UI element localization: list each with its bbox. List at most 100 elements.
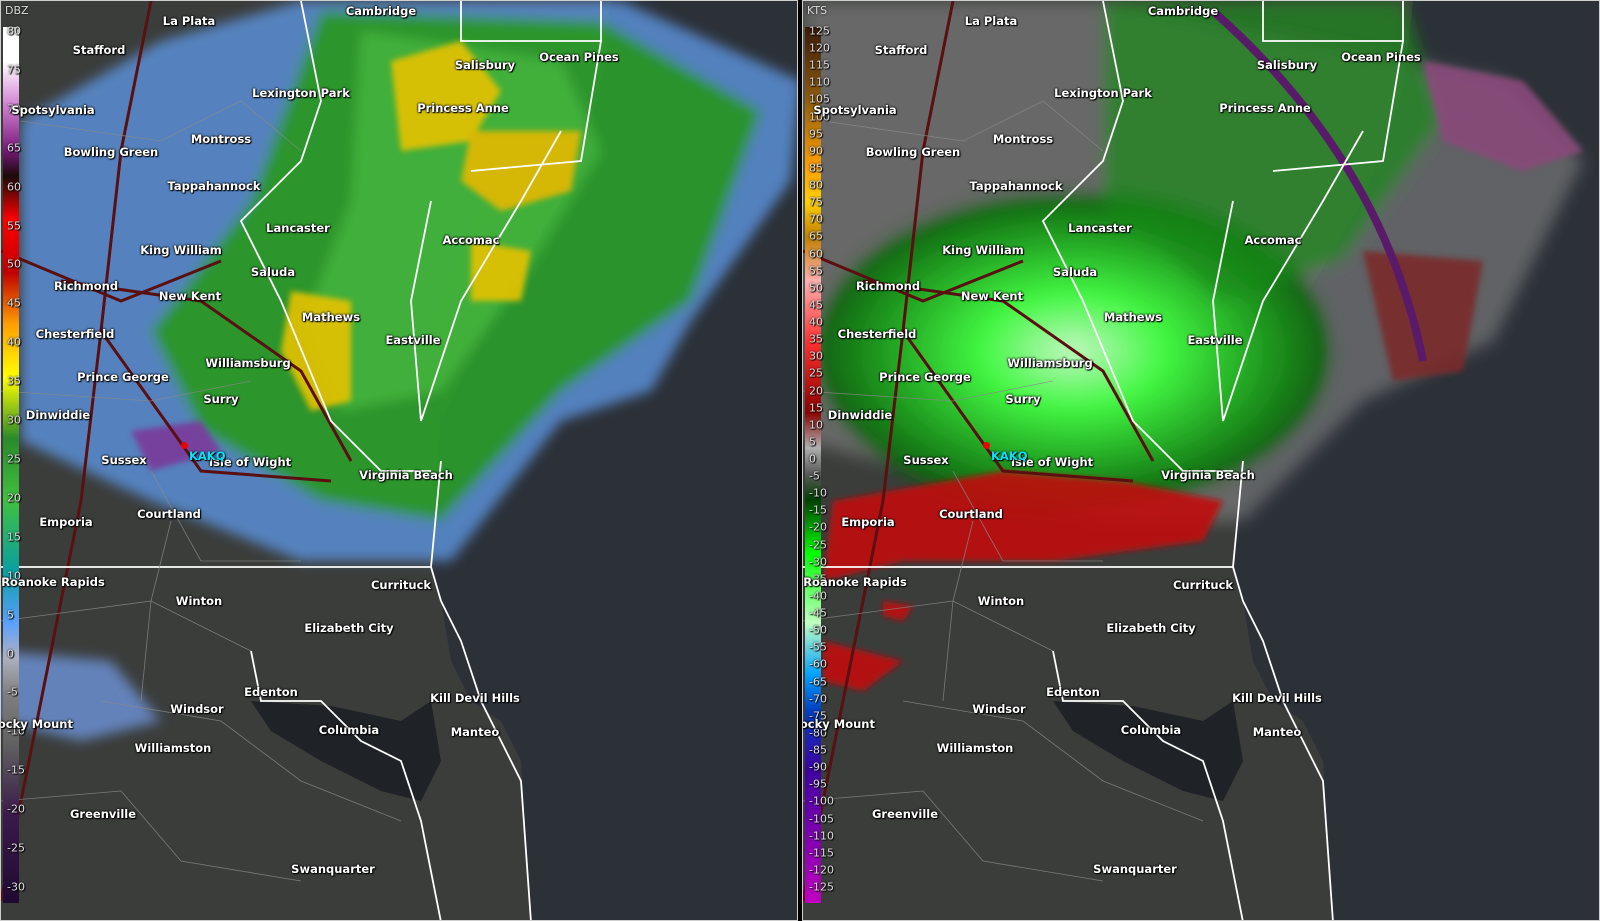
highways <box>803 1 1155 902</box>
reflectivity-city-label: Virginia Beach <box>359 468 453 482</box>
reflectivity-city-label: Bowling Green <box>63 145 159 159</box>
velocity-city-label: Sussex <box>903 453 949 467</box>
reflectivity-scale-tick: 35 <box>7 374 21 388</box>
velocity-city-label: Greenville <box>871 807 939 821</box>
velocity-scale-tick: 25 <box>809 366 823 380</box>
velocity-scale-tick: 55 <box>809 264 823 278</box>
reflectivity-city-label: Lancaster <box>266 221 330 235</box>
velocity-scale-tick: 95 <box>809 127 823 141</box>
velocity-scale-tick: 15 <box>809 401 823 415</box>
velocity-scale-tick: 0 <box>809 452 816 466</box>
velocity-city-label: Spotsylvania <box>813 103 897 117</box>
velocity-city-label: La Plata <box>964 14 1018 28</box>
reflectivity-scale-tick: -20 <box>7 802 25 816</box>
reflectivity-scale-tick: -30 <box>7 880 25 894</box>
reflectivity-city-label: Chesterfield <box>35 327 115 341</box>
velocity-scale-tick: -10 <box>809 486 827 500</box>
velocity-scale-tick: 75 <box>809 195 823 209</box>
velocity-city-label: Rocky Mount <box>803 717 875 731</box>
sound-water <box>1053 701 1243 801</box>
reflectivity-panel[interactable]: DBZ 80 75 70 65 60 55 50 45 40 35 30 25 20 15 10 5 0 -5 -1… <box>0 0 798 921</box>
county-lines <box>1 100 402 882</box>
velocity-scale-tick: -120 <box>809 863 834 877</box>
station-marker <box>983 442 990 449</box>
velocity-city-label: Winton <box>977 594 1025 608</box>
velocity-scale-tick: -15 <box>809 503 827 517</box>
reflectivity-scale-tick: 15 <box>7 530 21 544</box>
velocity-city-label: Emporia <box>841 515 895 529</box>
reflectivity-city-label: Saluda <box>250 265 296 279</box>
reflectivity-scale-tick: 5 <box>7 608 14 622</box>
station-label: KAKQ <box>991 449 1028 463</box>
velocity-scale-tick: 85 <box>809 161 823 175</box>
reflectivity-scale-tick: 25 <box>7 452 21 466</box>
state-boundaries <box>1 1 602 920</box>
velocity-scale-tick: -50 <box>809 623 827 637</box>
velocity-city-label: Dinwiddie <box>827 408 893 422</box>
reflectivity-city-label: Stafford <box>72 43 126 57</box>
reflectivity-city-label: Swanquarter <box>291 862 375 876</box>
velocity-city-label: Edenton <box>1046 685 1100 699</box>
reflectivity-city-label: Elizabeth City <box>304 621 394 635</box>
reflectivity-unit-label: DBZ <box>5 4 29 17</box>
velocity-scale-tick: 50 <box>809 281 823 295</box>
reflectivity-scale-tick: -25 <box>7 841 25 855</box>
velocity-city-label: Eastville <box>1187 333 1243 347</box>
velocity-scale-tick: -115 <box>809 846 834 860</box>
velocity-unit-label: KTS <box>807 4 828 17</box>
velocity-scale-tick: -5 <box>809 469 820 483</box>
reflectivity-scale-tick: 30 <box>7 413 21 427</box>
velocity-scale-tick: 5 <box>809 435 816 449</box>
velocity-city-label: Lexington Park <box>1054 86 1152 100</box>
velocity-scale-tick: 40 <box>809 315 823 329</box>
reflectivity-scale-tick: 0 <box>7 647 14 661</box>
velocity-city-label: Kill Devil Hills <box>1232 691 1322 705</box>
velocity-scale-tick: 30 <box>809 349 823 363</box>
reflectivity-colorbar <box>3 27 19 903</box>
velocity-scale-tick: -55 <box>809 640 827 654</box>
reflectivity-city-label: Currituck <box>370 578 432 592</box>
reflectivity-scale-tick: 75 <box>7 63 21 77</box>
reflectivity-city-label: Princess Anne <box>417 101 509 115</box>
reflectivity-city-label: Williamston <box>134 741 212 755</box>
velocity-city-label: Courtland <box>939 507 1003 521</box>
velocity-city-label: Swanquarter <box>1093 862 1177 876</box>
velocity-scale-tick: -35 <box>809 572 827 586</box>
velocity-scale-tick: -20 <box>809 520 827 534</box>
reflectivity-scale-tick: -5 <box>7 685 18 699</box>
reflectivity-city-label: Rocky Mount <box>1 717 73 731</box>
velocity-scale-tick: 80 <box>809 178 823 192</box>
velocity-scale-tick: 20 <box>809 384 823 398</box>
reflectivity-city-label: Richmond <box>53 279 119 293</box>
velocity-scale-tick: -25 <box>809 538 827 552</box>
velocity-city-label: Cambridge <box>1147 4 1219 18</box>
reflectivity-city-label: New Kent <box>158 289 222 303</box>
velocity-city-label: Salisbury <box>1256 58 1318 72</box>
reflectivity-scale-tick: -15 <box>7 763 25 777</box>
velocity-city-label: Accomac <box>1244 233 1302 247</box>
velocity-city-label: Virginia Beach <box>1161 468 1255 482</box>
velocity-scale-tick: -85 <box>809 743 827 757</box>
reflectivity-city-label: Winton <box>175 594 223 608</box>
velocity-city-label: Roanoke Rapids <box>803 575 907 589</box>
velocity-scale-tick: -75 <box>809 709 827 723</box>
velocity-scale-tick: 110 <box>809 75 830 89</box>
velocity-panel[interactable]: KTS 125 120 115 110 105 100 95 90 85 80 75 70 65 60 55… <box>802 0 1600 921</box>
velocity-city-label: Bowling Green <box>865 145 961 159</box>
reflectivity-city-label: Mathews <box>301 310 361 324</box>
velocity-scale-tick: 70 <box>809 212 823 226</box>
velocity-city-label: Elizabeth City <box>1106 621 1196 635</box>
velocity-city-label: Surry <box>1005 392 1041 406</box>
velocity-city-label: Richmond <box>855 279 921 293</box>
velocity-scale-tick: -95 <box>809 777 827 791</box>
reflectivity-city-label: Eastville <box>385 333 441 347</box>
velocity-city-label: Columbia <box>1120 723 1182 737</box>
reflectivity-city-label: Isle of Wight <box>208 455 292 469</box>
reflectivity-city-label: La Plata <box>162 14 216 28</box>
reflectivity-scale-tick: 10 <box>7 569 21 583</box>
velocity-map <box>803 1 1583 920</box>
velocity-city-label: Saluda <box>1052 265 1098 279</box>
velocity-city-label: Ocean Pines <box>1341 50 1421 64</box>
velocity-city-label: Prince George <box>879 370 971 384</box>
